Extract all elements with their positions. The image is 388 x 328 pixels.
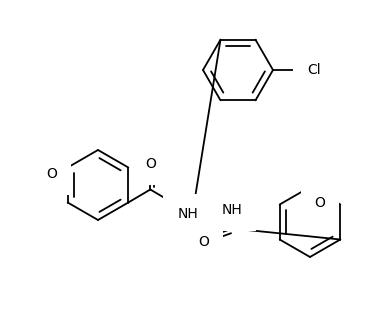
Text: O: O [46,168,57,181]
Text: Cl: Cl [307,63,320,77]
Text: NH: NH [221,203,242,217]
Text: O: O [145,157,156,172]
Text: NH: NH [177,208,198,221]
Text: O: O [198,235,209,249]
Text: O: O [315,196,326,210]
